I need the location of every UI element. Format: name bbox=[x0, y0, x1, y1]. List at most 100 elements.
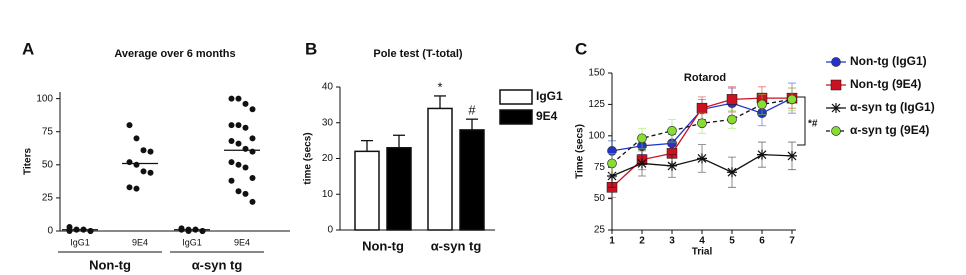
data-point bbox=[133, 135, 140, 142]
legend-label: α-syn tg (IgG1) bbox=[850, 100, 935, 114]
legend-marker bbox=[830, 79, 842, 91]
bar bbox=[354, 150, 380, 231]
data-point bbox=[607, 158, 617, 169]
group-label: Non-tg bbox=[89, 257, 131, 272]
data-point bbox=[697, 118, 707, 129]
data-point bbox=[126, 122, 133, 129]
annotation: * bbox=[437, 79, 442, 94]
data-point bbox=[637, 158, 647, 169]
data-point bbox=[242, 145, 249, 152]
x-tick-label: 5 bbox=[729, 236, 735, 247]
data-point bbox=[727, 167, 737, 178]
data-point bbox=[242, 190, 249, 197]
data-point bbox=[235, 95, 242, 102]
panel-letter: A bbox=[22, 39, 34, 58]
legend-swatch bbox=[499, 89, 533, 105]
x-axis-label: Trial bbox=[692, 247, 713, 258]
panel-letter: C bbox=[575, 39, 587, 58]
data-point bbox=[607, 170, 617, 181]
legend-marker bbox=[831, 57, 841, 67]
data-point bbox=[147, 148, 154, 155]
x-tick-label: Non-tg bbox=[362, 238, 404, 253]
legend-swatch bbox=[499, 109, 533, 125]
data-point bbox=[787, 150, 797, 161]
data-point bbox=[249, 175, 256, 182]
data-point bbox=[228, 137, 235, 144]
legend-label: Non-tg (9E4) bbox=[850, 77, 921, 91]
legend-label: IgG1 bbox=[536, 89, 563, 103]
data-point bbox=[228, 122, 235, 129]
data-point bbox=[228, 159, 235, 166]
group-label: α-syn tg bbox=[192, 257, 243, 272]
data-point bbox=[727, 114, 737, 125]
y-tick-label: 25 bbox=[594, 225, 606, 236]
bar bbox=[459, 129, 485, 231]
x-tick-label: 3 bbox=[669, 236, 675, 247]
bar bbox=[427, 107, 453, 231]
data-point bbox=[249, 106, 256, 113]
y-tick-label: 100 bbox=[36, 93, 53, 104]
data-point bbox=[637, 133, 647, 144]
data-point bbox=[126, 184, 133, 191]
x-tick-label: 9E4 bbox=[234, 237, 250, 247]
y-tick-label: 100 bbox=[588, 130, 605, 141]
chart-title: Average over 6 months bbox=[114, 48, 235, 60]
y-tick-label: 0 bbox=[47, 226, 53, 237]
data-point bbox=[757, 149, 767, 160]
y-tick-label: 20 bbox=[322, 153, 334, 164]
data-point bbox=[140, 168, 147, 175]
data-point bbox=[667, 160, 677, 171]
y-tick-label: 75 bbox=[594, 162, 606, 173]
data-point bbox=[787, 94, 797, 105]
y-axis-label: time (secs) bbox=[303, 132, 314, 184]
data-point bbox=[133, 161, 140, 168]
data-point bbox=[697, 153, 707, 164]
data-point bbox=[235, 161, 242, 168]
data-point bbox=[242, 124, 249, 131]
data-point bbox=[235, 188, 242, 195]
data-point bbox=[147, 169, 154, 176]
data-point bbox=[228, 95, 235, 102]
data-point bbox=[249, 135, 256, 142]
y-axis-label: Time (secs) bbox=[575, 124, 586, 179]
data-point bbox=[185, 228, 192, 234]
y-tick-label: 30 bbox=[322, 117, 334, 128]
data-point bbox=[235, 122, 242, 129]
data-point bbox=[242, 164, 249, 171]
legend-marker bbox=[831, 126, 841, 136]
significance-bracket bbox=[797, 96, 806, 146]
legend-label: 9E4 bbox=[536, 109, 558, 123]
data-point bbox=[757, 99, 767, 110]
x-tick-label: 1 bbox=[609, 236, 615, 247]
x-tick-label: 7 bbox=[789, 236, 795, 247]
data-point bbox=[140, 147, 147, 154]
data-point bbox=[242, 100, 249, 107]
x-tick-label: IgG1 bbox=[70, 237, 90, 247]
y-axis-label: Titers bbox=[23, 148, 34, 175]
annotation: *# bbox=[808, 119, 818, 130]
panel-letter: B bbox=[305, 39, 317, 58]
legend-label: α-syn tg (9E4) bbox=[850, 123, 929, 137]
data-point bbox=[696, 102, 708, 114]
y-tick-label: 40 bbox=[322, 82, 334, 93]
chart-title: Pole test (T-total) bbox=[373, 48, 463, 60]
x-tick-label: 2 bbox=[639, 236, 645, 247]
data-point bbox=[726, 94, 738, 105]
data-point bbox=[133, 185, 140, 192]
y-tick-label: 0 bbox=[327, 225, 333, 236]
legend-marker bbox=[831, 103, 841, 113]
y-tick-label: 25 bbox=[42, 193, 54, 204]
data-point bbox=[667, 125, 677, 136]
y-tick-label: 10 bbox=[322, 189, 334, 200]
data-point bbox=[199, 228, 206, 234]
y-tick-label: 50 bbox=[594, 193, 606, 204]
chart-title: Rotarod bbox=[684, 72, 726, 84]
data-point bbox=[249, 148, 256, 155]
y-tick-label: 75 bbox=[42, 126, 54, 137]
data-point bbox=[126, 159, 133, 166]
data-point bbox=[235, 140, 242, 147]
x-tick-label: 4 bbox=[699, 236, 705, 247]
y-tick-label: 125 bbox=[588, 99, 605, 110]
bar bbox=[386, 147, 412, 231]
